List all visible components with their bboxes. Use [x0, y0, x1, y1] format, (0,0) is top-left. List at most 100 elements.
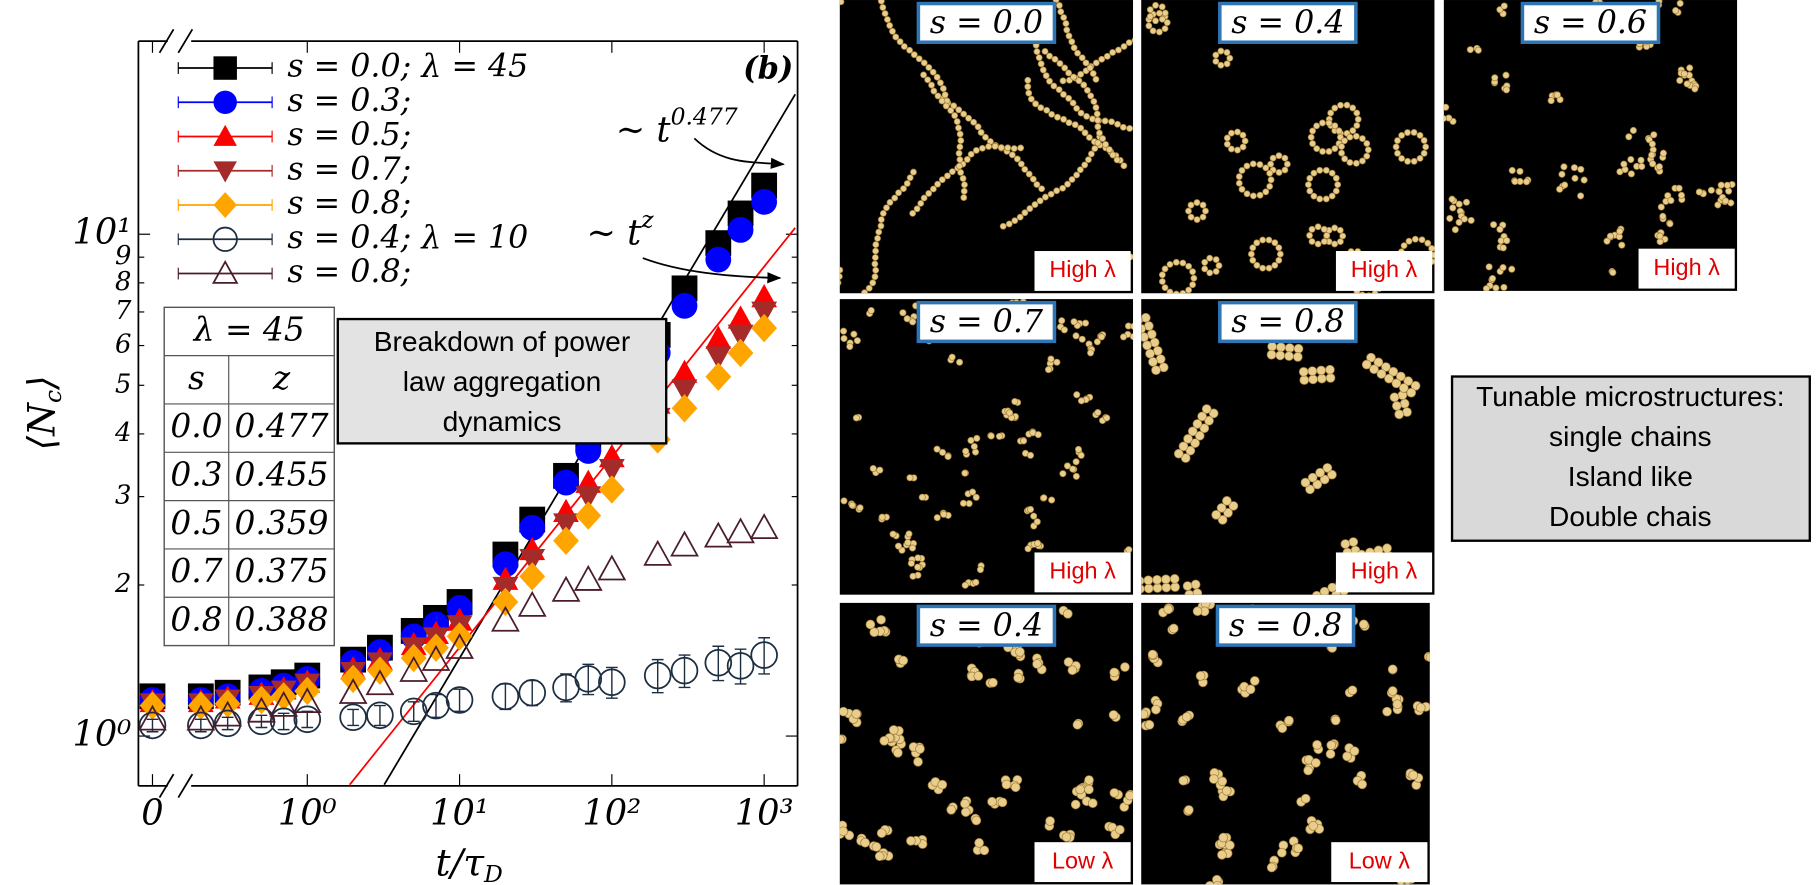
particle: [877, 222, 885, 230]
particle: [1349, 127, 1357, 134]
particle: [1085, 134, 1093, 141]
particle: [1008, 151, 1016, 159]
particle: [1109, 49, 1117, 56]
legend-label: s = 0.8;: [287, 254, 411, 290]
particle: [1337, 101, 1344, 109]
particle: [1319, 474, 1330, 485]
particle: [1266, 862, 1277, 873]
particle: [1169, 574, 1180, 584]
particle: [1449, 204, 1457, 212]
regime-box: [1335, 251, 1433, 291]
particle: [1249, 244, 1257, 252]
particle: [1309, 127, 1316, 135]
particle: [1306, 187, 1314, 195]
particle: [891, 194, 899, 202]
particle: [825, 13, 831, 19]
particle: [1443, 106, 1445, 111]
particle: [1410, 157, 1418, 165]
particle: [1308, 821, 1318, 831]
particle: [913, 205, 921, 213]
particle: [1325, 364, 1335, 375]
particle: [974, 838, 984, 848]
particle: [1341, 137, 1348, 145]
particle: [739, 4, 745, 10]
particle: [1460, 215, 1468, 223]
particle: [959, 499, 967, 507]
x-tick-label: 10²: [582, 793, 641, 834]
particle: [878, 513, 886, 521]
particle: [1363, 140, 1371, 147]
particle: [1133, 251, 1139, 257]
particle: [1267, 160, 1275, 168]
particle: [1070, 44, 1078, 52]
particle: [1092, 59, 1100, 67]
particle: [1032, 659, 1042, 669]
particle: [1523, 178, 1531, 186]
particle: [1096, 129, 1103, 137]
particle: [1042, 193, 1049, 201]
particle: [1065, 32, 1073, 40]
particle: [1340, 539, 1351, 549]
panel-label-box: [916, 300, 1057, 344]
marker-triangle-up: [213, 124, 237, 146]
particle: [1060, 115, 1067, 123]
particle: [1077, 397, 1085, 405]
particle: [925, 64, 933, 71]
particle: [839, 826, 849, 837]
particle: [1223, 508, 1233, 518]
particle: [1547, 97, 1555, 105]
particle: [1093, 110, 1101, 118]
marker-triangle-up: [705, 325, 732, 349]
particle: [1253, 239, 1261, 247]
particle: [1125, 546, 1133, 554]
particle: [995, 432, 1003, 440]
particle: [1234, 128, 1241, 136]
particle: [1312, 590, 1322, 595]
particle: [1347, 685, 1358, 696]
y-tick-label: 4: [114, 418, 131, 448]
particle: [918, 493, 926, 501]
particle: [1366, 352, 1376, 363]
regime-box: [1034, 251, 1131, 291]
particle: [1300, 477, 1311, 488]
particle: [1262, 188, 1270, 196]
particle: [1206, 254, 1214, 262]
particle: [1070, 73, 1077, 81]
particle: [1299, 375, 1310, 385]
particle: [1103, 414, 1111, 422]
particle: [1073, 104, 1081, 112]
particle: [1313, 145, 1321, 153]
particle: [788, 20, 794, 26]
particle: [1098, 333, 1106, 341]
particle: [846, 342, 854, 351]
particle: [1284, 351, 1294, 361]
particle: [1087, 92, 1095, 100]
particle: [1062, 20, 1070, 27]
particle: [1078, 335, 1086, 343]
particle: [1485, 263, 1493, 271]
particle: [1215, 883, 1220, 885]
particle: [869, 464, 877, 472]
particle: [1346, 133, 1354, 141]
particle: [1313, 122, 1320, 130]
particle: [1316, 365, 1326, 376]
particle: [1416, 131, 1424, 139]
particle: [1455, 218, 1463, 226]
error-bar: [347, 708, 359, 727]
particle: [1680, 70, 1688, 78]
panel-label-box: [1520, 1, 1661, 45]
particle: [1371, 289, 1379, 294]
particle: [1026, 451, 1035, 459]
particle: [1187, 213, 1195, 221]
particle: [1717, 181, 1725, 189]
marker-open-triangle: [186, 704, 216, 731]
particle: [1394, 137, 1401, 144]
particle: [1319, 119, 1326, 127]
particle: [782, 18, 788, 24]
particle: [1083, 86, 1091, 94]
particle: [848, 501, 856, 509]
panel-label: s = 0.4: [930, 608, 1043, 644]
particle: [1178, 441, 1189, 452]
particle: [1152, 17, 1159, 25]
